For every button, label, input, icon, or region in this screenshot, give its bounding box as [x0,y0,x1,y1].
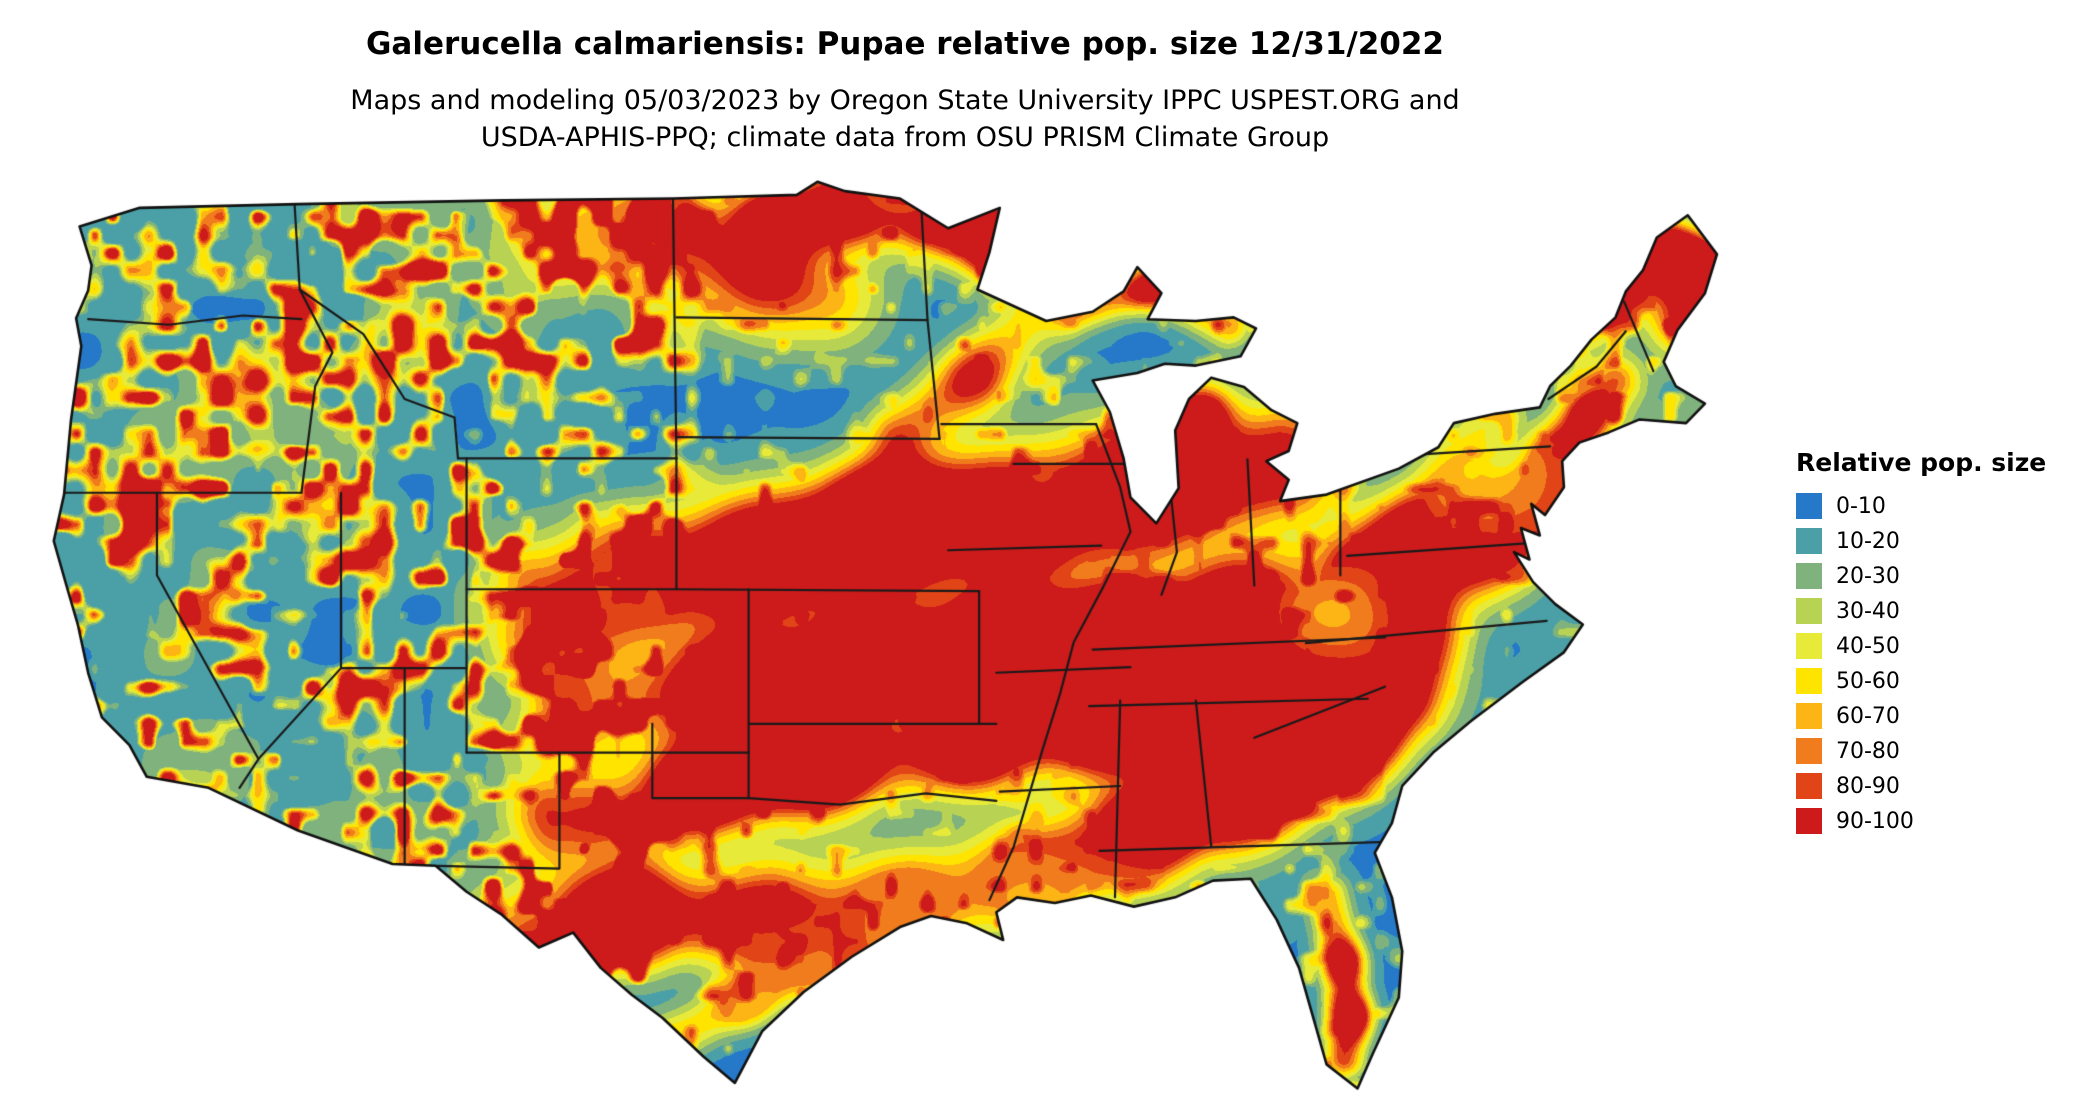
legend-swatch [1796,703,1822,729]
legend-item: 30-40 [1796,598,2086,624]
legend-item-label: 40-50 [1836,633,1900,659]
legend-item: 10-20 [1796,528,2086,554]
legend-item: 80-90 [1796,773,2086,799]
legend-swatch [1796,493,1822,519]
legend-swatch [1796,633,1822,659]
legend-item: 60-70 [1796,703,2086,729]
legend-swatch [1796,563,1822,589]
legend-swatch [1796,668,1822,694]
legend-items: 0-10 10-20 20-30 30-40 40-50 50-60 60-70 70-80 8… [1796,493,2086,834]
legend-swatch [1796,738,1822,764]
legend-item-label: 90-100 [1836,808,1914,834]
legend-item-label: 80-90 [1836,773,1900,799]
legend-item: 0-10 [1796,493,2086,519]
figure-title: Galerucella calmariensis: Pupae relative… [365,26,1445,62]
legend: Relative pop. size 0-10 10-20 20-30 30-40 40… [1796,448,2086,843]
figure-subtitle-line2: USDA-APHIS-PPQ; climate data from OSU PR… [480,122,1330,153]
figure-header: Galerucella calmariensis: Pupae relative… [0,26,1810,156]
legend-swatch [1796,773,1822,799]
legend-item-label: 10-20 [1836,528,1900,554]
legend-swatch [1796,808,1822,834]
legend-item-label: 30-40 [1836,598,1900,624]
us-map-canvas [40,180,1760,1108]
legend-item: 70-80 [1796,738,2086,764]
legend-item: 90-100 [1796,808,2086,834]
figure-subtitle-line1: Maps and modeling 05/03/2023 by Oregon S… [350,85,1460,116]
legend-item-label: 60-70 [1836,703,1900,729]
legend-title: Relative pop. size [1796,448,2047,477]
legend-item-label: 0-10 [1836,493,1886,519]
legend-item-label: 70-80 [1836,738,1900,764]
legend-item-label: 20-30 [1836,563,1900,589]
legend-item-label: 50-60 [1836,668,1900,694]
legend-item: 20-30 [1796,563,2086,589]
legend-swatch [1796,528,1822,554]
legend-item: 40-50 [1796,633,2086,659]
legend-item: 50-60 [1796,668,2086,694]
legend-swatch [1796,598,1822,624]
